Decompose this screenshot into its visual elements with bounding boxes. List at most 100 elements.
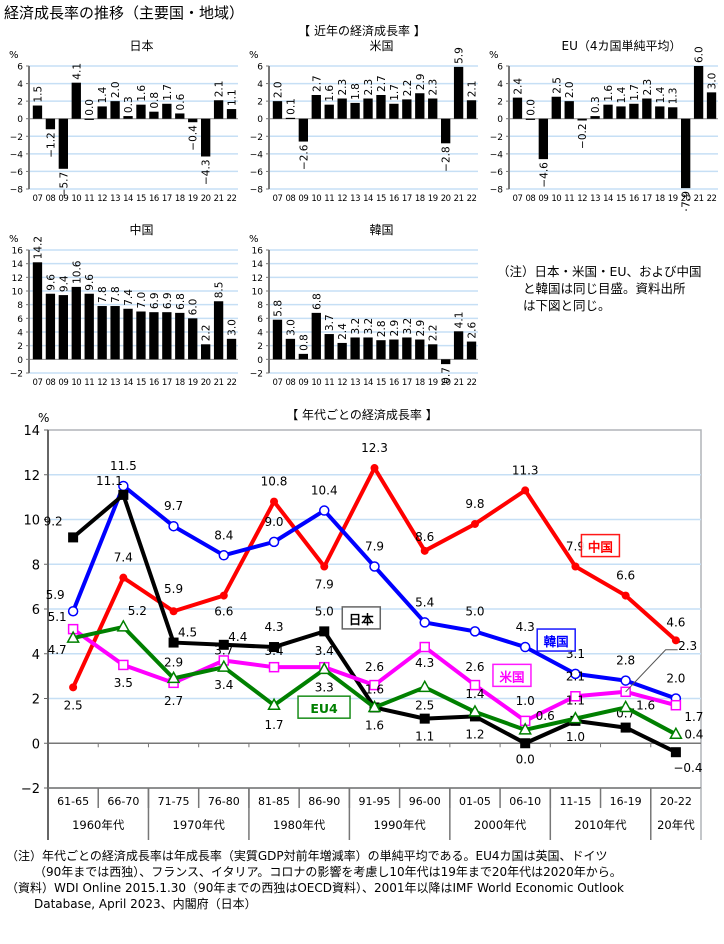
point-label-korea: 2.0 xyxy=(666,672,685,686)
bar-16 xyxy=(389,339,399,360)
x-tick-label: 11-15 xyxy=(559,795,591,808)
chart-title: 中国 xyxy=(129,222,153,237)
bar-19 xyxy=(428,344,438,360)
bar-15 xyxy=(376,340,386,360)
point-label-usa: 2.7 xyxy=(164,694,183,708)
bar-16 xyxy=(389,103,399,119)
point-label-japan: 5.0 xyxy=(315,604,334,618)
x-tick-label: 14 xyxy=(123,378,133,385)
bar-08 xyxy=(285,338,296,360)
bar-value-label: 0.6 xyxy=(175,93,187,110)
bar-value-label: 1.7 xyxy=(162,84,174,101)
x-tick-label: 22 xyxy=(707,194,717,204)
y-tick-label: −8 xyxy=(10,186,24,196)
bar-22 xyxy=(466,100,477,119)
bar-chart-japan: 日本% −8 −6 −4 −2 0 2 4 6 1.5 07 −1.2 08−5.709 4.1 10 0.0… xyxy=(9,39,239,204)
y-tick-label: 14 xyxy=(23,424,40,439)
bar-09 xyxy=(298,118,309,142)
y-tick-label: 10 xyxy=(12,288,24,298)
bar-value-label: 2.5 xyxy=(551,77,563,94)
point-label-korea: 9.0 xyxy=(264,515,283,529)
bar-16 xyxy=(149,312,159,360)
chart-title: 韓国 xyxy=(369,223,393,237)
point-usa xyxy=(118,659,129,671)
bar-value-label: 1.4 xyxy=(616,86,628,103)
point-label-korea: 5.0 xyxy=(465,604,484,618)
bar-value-label: −0.4 xyxy=(188,125,200,151)
point-japan xyxy=(319,626,330,637)
bar-value-label: 0.8 xyxy=(298,334,310,351)
point-eu4 xyxy=(518,722,532,735)
y-tick-label: −2 xyxy=(250,370,263,380)
bar-10 xyxy=(311,312,321,360)
point-label-china: 6.6 xyxy=(214,605,233,619)
bar-value-label: 6.8 xyxy=(311,293,323,310)
decade-label: 2000年代 xyxy=(474,818,527,832)
x-tick-label: 13 xyxy=(350,194,360,204)
bar-chart-china: 中国% −2 0 2 4 6 8 10 12 14 16 14.2 07 9.6 08 9.4 09 10.6 10… xyxy=(9,222,239,385)
bar-08 xyxy=(45,118,56,130)
x-tick-label: 07 xyxy=(273,194,283,204)
point-eu4 xyxy=(116,619,131,632)
y-tick-label: 8 xyxy=(257,301,263,311)
legend-label-korea: 韓国 xyxy=(544,634,569,649)
bar-value-label: 7.8 xyxy=(97,286,109,303)
bar-value-label: 9.6 xyxy=(84,274,96,291)
y-tick-label: 8 xyxy=(32,558,40,573)
decade-label: 20年代 xyxy=(657,818,695,832)
x-tick-label: 13 xyxy=(590,194,600,204)
x-tick-label: 22 xyxy=(467,194,477,204)
bar-09 xyxy=(298,353,309,360)
decade-label: 1980年代 xyxy=(273,818,326,832)
bar-11 xyxy=(84,293,94,360)
point-korea xyxy=(319,505,330,516)
bar-value-label: 1.5 xyxy=(32,86,44,103)
point-china xyxy=(470,519,479,528)
x-tick-label: 18 xyxy=(415,378,425,385)
bar-10 xyxy=(71,82,81,119)
y-tick-label: 14 xyxy=(12,260,24,270)
bar-12 xyxy=(337,342,347,360)
point-label-japan: 4.5 xyxy=(178,626,197,640)
bar-value-label: 1.7 xyxy=(389,84,401,101)
x-tick-label: 11 xyxy=(84,378,94,385)
x-tick-label: 15 xyxy=(376,194,386,204)
y-unit-label: % xyxy=(9,50,19,61)
bar-chart-usa: 米国% −8 −6 −4 −2 0 2 4 6 2.0 07 0.1 08 −2.6 09 2.7 10 1.6 1… xyxy=(249,39,479,204)
x-tick-label: 96-00 xyxy=(409,795,441,808)
point-china xyxy=(119,573,128,582)
legend-box-usa xyxy=(492,663,532,688)
point-label-usa: 5.1 xyxy=(48,610,67,624)
bar-value-label: 2.3 xyxy=(642,79,654,96)
bar-15 xyxy=(136,104,146,119)
bar-value-label: 2.9 xyxy=(389,320,401,337)
y-tick-label: −6 xyxy=(490,168,504,178)
point-eu4 xyxy=(618,699,633,713)
bar-value-label: 4.1 xyxy=(71,63,83,80)
bar-value-label: 2.1 xyxy=(214,81,226,98)
bar-value-label: −0.7 xyxy=(441,367,453,385)
legend-box-japan xyxy=(341,606,382,630)
x-tick-label: 06-10 xyxy=(509,795,541,808)
point-china xyxy=(270,497,279,506)
point-label-japan: 9.2 xyxy=(44,514,63,528)
x-tick-label: 09 xyxy=(298,194,308,204)
y-tick-label: −4 xyxy=(10,150,24,160)
point-label-japan: 11.1 xyxy=(96,474,123,488)
x-tick-label: 22 xyxy=(467,378,477,385)
y-unit-label: % xyxy=(38,411,49,425)
x-tick-label: 18 xyxy=(175,378,185,385)
bar-value-label: −2.6 xyxy=(298,144,310,170)
bar-value-label: 10.6 xyxy=(71,260,83,284)
point-eu4 xyxy=(468,704,482,717)
point-label-china: 7.9 xyxy=(566,539,585,553)
y-tick-label: 10 xyxy=(252,288,264,298)
bar-08 xyxy=(45,293,56,360)
bar-11 xyxy=(324,104,334,119)
point-label-japan: 4.3 xyxy=(264,620,283,634)
point-china xyxy=(571,562,580,571)
point-japan xyxy=(620,722,631,733)
point-label-china: 7.9 xyxy=(315,577,334,591)
side-note-line: （注）日本・米国・EU、および中国 xyxy=(497,264,702,279)
recent-section-title: 【 近年の経済成長率 】 xyxy=(298,24,426,38)
